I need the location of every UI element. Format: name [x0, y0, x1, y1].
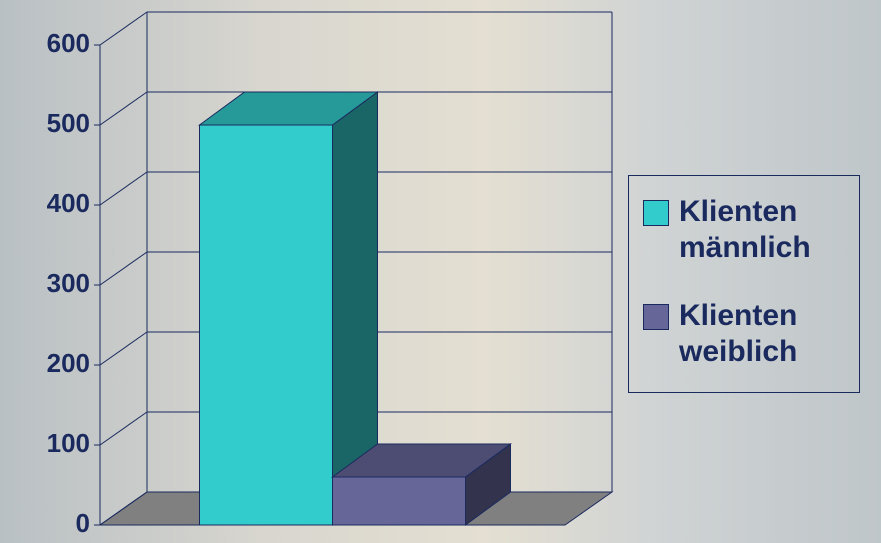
- legend-swatch: [643, 304, 669, 330]
- y-tick-label: 300: [47, 268, 90, 298]
- legend-label: Klienten weiblich: [679, 299, 798, 368]
- y-tick-label: 500: [47, 108, 90, 138]
- y-tick-label: 0: [76, 508, 90, 538]
- grid-line-side: [99, 331, 148, 366]
- bar-front: [332, 476, 466, 526]
- bar: [330, 443, 513, 526]
- grid-line-side: [99, 491, 148, 526]
- legend-label: Klienten männlich: [679, 195, 811, 264]
- bar-front: [199, 124, 333, 526]
- grid-line-side: [99, 91, 148, 126]
- y-tick-label: 400: [47, 188, 90, 218]
- y-tick-label: 100: [47, 428, 90, 458]
- grid-line-side: [99, 11, 148, 46]
- grid-line-side: [99, 411, 148, 446]
- legend: Klienten männlich Klienten weiblich: [628, 175, 860, 393]
- y-tick-label: 600: [47, 28, 90, 58]
- bar: [197, 91, 380, 526]
- y-tick-label: 200: [47, 348, 90, 378]
- grid-line-side: [99, 171, 148, 206]
- grid-line-side: [99, 251, 148, 286]
- legend-swatch: [643, 200, 669, 226]
